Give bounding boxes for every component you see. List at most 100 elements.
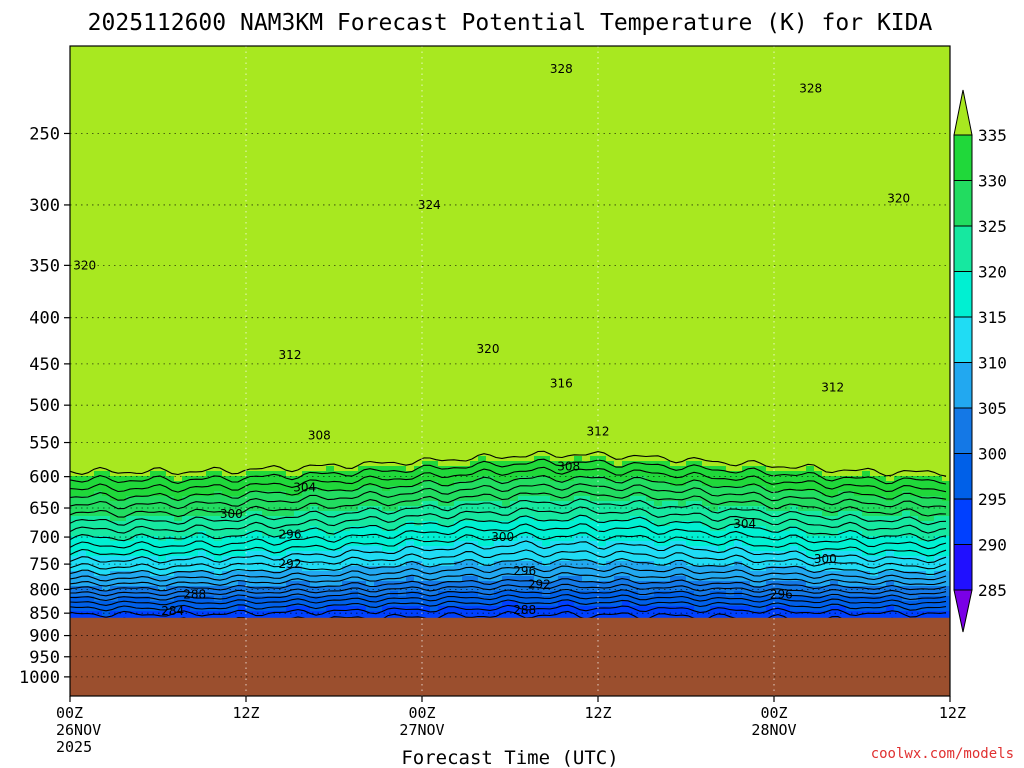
colorbar-swatch [953, 544, 973, 591]
isentrope-line [70, 490, 947, 518]
contour-label: 284 [161, 604, 184, 618]
contour-label: 304 [293, 481, 316, 495]
colorbar-label: 285 [978, 581, 1007, 600]
y-tick-label: 250 [29, 124, 60, 144]
contour-label: 308 [557, 460, 580, 474]
x-axis-label: Forecast Time (UTC) [401, 747, 618, 768]
contour-label: 320 [73, 258, 96, 272]
x-tick-label: 28NOV [751, 721, 796, 739]
x-tick-label: 00Z [760, 704, 787, 722]
isentrope-line [70, 599, 947, 612]
chart-title: 2025112600 NAM3KM Forecast Potential Tem… [88, 10, 933, 36]
contour-label: 328 [799, 82, 822, 96]
colorbar-swatch [953, 407, 973, 454]
x-tick-label: 12Z [232, 704, 259, 722]
contour-labels: 328 328 324 320 320 320 316 312 312 312 308 308 304 3… [73, 62, 910, 618]
isentrope-line [70, 604, 947, 618]
contour-label: 292 [528, 577, 551, 591]
contour-label: 312 [587, 425, 610, 439]
colorbar-label: 300 [978, 445, 1007, 464]
contour-label: 296 [513, 564, 536, 578]
x-tick-label: 12Z [584, 704, 611, 722]
x-tick-label: 2025 [56, 738, 92, 756]
credit-text: coolwx.com/models [871, 746, 1014, 762]
colorbar-label: 315 [978, 308, 1007, 327]
y-tick-label: 300 [29, 196, 60, 216]
colorbar-label: 330 [978, 172, 1007, 191]
isentrope-line [70, 558, 947, 577]
y-tick-label: 1000 [19, 668, 60, 688]
x-tick-label: 00Z [56, 704, 83, 722]
x-tick-label: 00Z [408, 704, 435, 722]
colorbar-arrow-bottom [953, 589, 973, 633]
y-tick-label: 950 [29, 648, 60, 668]
colorbar-label: 290 [978, 536, 1007, 555]
y-tick-label: 700 [29, 528, 60, 548]
y-tick-label: 400 [29, 309, 60, 329]
colorbar-label: 295 [978, 490, 1007, 509]
colorbar-swatch [953, 134, 973, 181]
y-tick-label: 850 [29, 604, 60, 624]
isentrope-line [70, 594, 947, 606]
contour-label: 296 [770, 587, 793, 601]
isentrope-line [70, 588, 947, 602]
pressure-axis: 250 300 350 400 450 500 550 600 650 700 750 800 850 9… [19, 124, 70, 688]
colorbar-label: 320 [978, 263, 1007, 282]
y-tick-label: 900 [29, 627, 60, 647]
isentrope-line [70, 498, 947, 526]
contour-label: 288 [183, 587, 206, 601]
colorbar-swatch [953, 271, 973, 318]
isentrope-line [70, 549, 947, 571]
contour-label: 324 [418, 198, 441, 212]
contour-label: 304 [733, 517, 756, 531]
grid-lines [70, 46, 950, 696]
colorbar-label: 335 [978, 126, 1007, 145]
colorbar: 335 330 325 320 315 310 305 300 295 290 285 [953, 89, 1007, 633]
colorbar-swatch [953, 225, 973, 272]
y-tick-label: 750 [29, 555, 60, 575]
isentrope-line [70, 506, 947, 534]
contour-label: 292 [279, 557, 302, 571]
colorbar-label: 325 [978, 217, 1007, 236]
isentrope-line [70, 514, 947, 542]
isentrope-line [70, 466, 947, 493]
contour-label: 300 [491, 530, 514, 544]
y-tick-label: 450 [29, 355, 60, 375]
y-tick-label: 350 [29, 256, 60, 276]
isentrope-line [70, 571, 947, 587]
y-tick-label: 800 [29, 580, 60, 600]
colorbar-label: 305 [978, 399, 1007, 418]
contour-label: 308 [308, 428, 331, 442]
contour-label: 316 [550, 376, 573, 390]
isentrope-line [70, 578, 947, 592]
contour-label: 320 [887, 191, 910, 205]
contour-label: 288 [513, 603, 536, 617]
contour-label: 312 [279, 348, 302, 362]
colorbar-swatch [953, 453, 973, 500]
contour-label: 320 [477, 342, 500, 356]
isentrope-line [70, 450, 947, 477]
colorbar-swatch [953, 498, 973, 545]
contour-label: 328 [550, 62, 573, 76]
y-tick-label: 650 [29, 499, 60, 519]
x-tick-label: 26NOV [56, 721, 101, 739]
colorbar-swatch [953, 362, 973, 409]
isentrope-line [70, 483, 947, 510]
y-tick-label: 550 [29, 434, 60, 454]
contour-label: 300 [220, 507, 243, 521]
colorbar-swatch [953, 316, 973, 363]
isentrope-line [70, 475, 947, 502]
isentrope-line [70, 458, 947, 485]
colorbar-swatch [953, 180, 973, 227]
contour-label: 296 [279, 527, 302, 541]
contour-label: 300 [814, 552, 837, 566]
y-tick-label: 500 [29, 396, 60, 416]
isentrope-line [70, 540, 947, 564]
isentrope-line [70, 565, 947, 582]
isentrope-line [70, 523, 947, 550]
y-tick-label: 600 [29, 468, 60, 488]
plot-frame [69, 45, 951, 697]
colorbar-arrow-top [953, 89, 973, 136]
isentrope-line [70, 583, 947, 597]
